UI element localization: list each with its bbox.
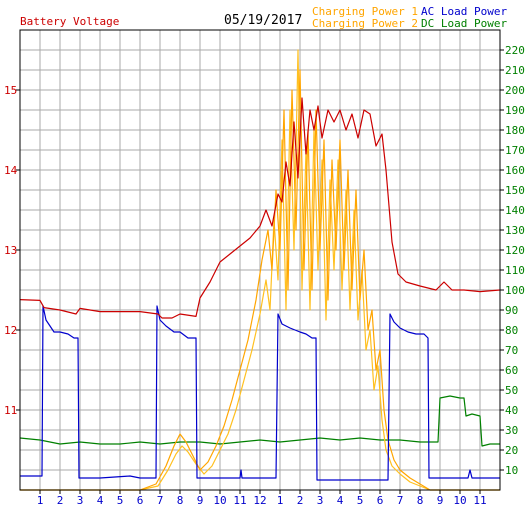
- x-tick-label: 5: [117, 494, 124, 507]
- x-tick-label: 3: [77, 494, 84, 507]
- series-ac-load-power: [20, 305, 500, 481]
- right-tick-label: 90: [505, 304, 518, 317]
- right-tick-label: 10: [505, 464, 518, 477]
- chart-date: 05/19/2017: [224, 13, 302, 28]
- right-tick-label: 130: [505, 224, 525, 237]
- right-tick-label: 180: [505, 124, 525, 137]
- series-charging-power-1: [20, 69, 500, 491]
- right-tick-label: 220: [505, 44, 525, 57]
- x-tick-label: 8: [417, 494, 424, 507]
- series-battery-voltage: [19, 97, 501, 319]
- x-axis: 1 2 3 4 5 6 7 8 9 10 11 12 1 2 3 4 5 6 7 8 9 10 11: [37, 490, 487, 507]
- right-tick-label: 40: [505, 404, 518, 417]
- x-tick-label: 6: [377, 494, 384, 507]
- left-axis-title: Battery Voltage: [20, 15, 119, 28]
- left-tick-label: 11: [4, 404, 17, 417]
- left-tick-label: 13: [4, 244, 17, 257]
- right-tick-label: 120: [505, 244, 525, 257]
- x-tick-label: 4: [97, 494, 104, 507]
- right-tick-label: 160: [505, 164, 525, 177]
- x-tick-label: 2: [297, 494, 304, 507]
- right-tick-label: 80: [505, 324, 518, 337]
- x-tick-label: 1: [37, 494, 44, 507]
- x-tick-label: 11: [473, 494, 486, 507]
- series-layer: [19, 49, 501, 491]
- x-tick-label: 4: [337, 494, 344, 507]
- x-tick-label: 7: [397, 494, 404, 507]
- legend-charging-power-2: Charging Power 2: [312, 17, 418, 30]
- grid: [20, 30, 500, 490]
- x-tick-label: 3: [317, 494, 324, 507]
- right-tick-label: 20: [505, 444, 518, 457]
- x-tick-label: 1: [277, 494, 284, 507]
- right-tick-label: 170: [505, 144, 525, 157]
- legend-dc-load-power: DC Load Power: [421, 17, 507, 30]
- right-tick-label: 100: [505, 284, 525, 297]
- x-tick-label: 12: [253, 494, 266, 507]
- right-tick-label: 190: [505, 104, 525, 117]
- x-tick-label: 6: [137, 494, 144, 507]
- right-tick-label: 110: [505, 264, 525, 277]
- legend-ac-load-power: AC Load Power: [421, 5, 507, 18]
- x-tick-label: 7: [157, 494, 164, 507]
- x-tick-label: 9: [437, 494, 444, 507]
- x-tick-label: 11: [233, 494, 246, 507]
- legend-charging-power-1: Charging Power 1: [312, 5, 418, 18]
- x-tick-label: 8: [177, 494, 184, 507]
- right-tick-label: 140: [505, 204, 525, 217]
- left-tick-label: 14: [4, 164, 18, 177]
- left-tick-label: 12: [4, 324, 17, 337]
- left-axis: 11 12 13 14 15: [4, 84, 20, 417]
- right-tick-label: 210: [505, 64, 525, 77]
- right-axis: 10 20 30 40 50 60 70 80 90 100 110 120 130 140 150 160 1…: [500, 44, 525, 477]
- x-tick-label: 9: [197, 494, 204, 507]
- x-tick-label: 5: [357, 494, 364, 507]
- x-tick-label: 2: [57, 494, 64, 507]
- right-tick-label: 70: [505, 344, 518, 357]
- right-tick-label: 30: [505, 424, 518, 437]
- left-tick-label: 15: [4, 84, 17, 97]
- right-tick-label: 50: [505, 384, 518, 397]
- series-dc-load-power: [19, 395, 500, 447]
- right-tick-label: 150: [505, 184, 525, 197]
- right-tick-label: 60: [505, 364, 518, 377]
- x-tick-label: 10: [453, 494, 466, 507]
- x-tick-label: 10: [213, 494, 226, 507]
- right-tick-label: 200: [505, 84, 525, 97]
